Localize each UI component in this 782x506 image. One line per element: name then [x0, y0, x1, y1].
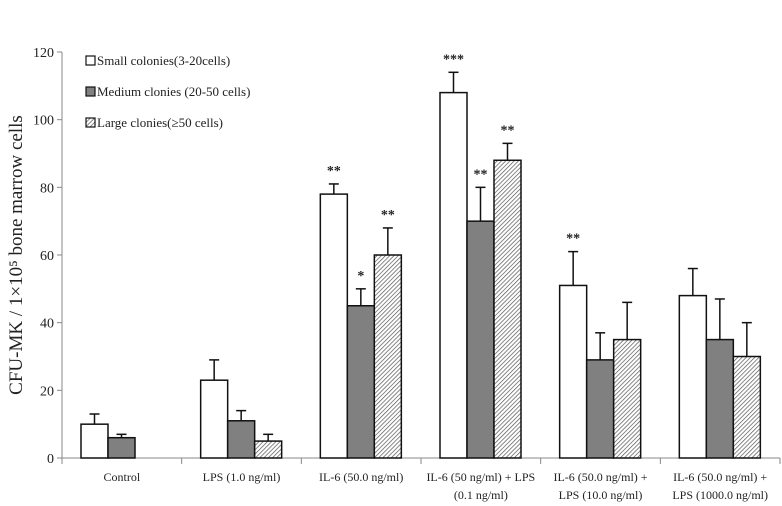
bar [678, 294, 708, 459]
x-tick-label: LPS (1000.0 ng/ml) [672, 488, 768, 502]
significance-marker: *** [443, 52, 464, 67]
x-tick-label: IL-6 (50.0 ng/ml) [319, 470, 403, 484]
bar [493, 159, 522, 459]
bar [346, 305, 376, 459]
significance-marker: ** [474, 167, 488, 182]
bar [705, 338, 735, 459]
legend-swatch [85, 86, 96, 97]
bar [226, 420, 256, 459]
significance-marker: ** [327, 164, 341, 179]
x-tick-label: IL-6 (50 ng/ml) + LPS [426, 470, 535, 484]
bar [199, 379, 229, 459]
significance-marker: ** [381, 208, 395, 223]
significance-marker: ** [566, 232, 580, 247]
bar [107, 436, 136, 459]
legend-label: Small colonies(3-20cells) [97, 53, 230, 68]
y-tick-label: 20 [40, 384, 54, 399]
x-tick-label: IL-6 (50.0 ng/ml) + [553, 470, 647, 484]
x-tick-label: Control [103, 470, 140, 484]
bar [80, 423, 109, 459]
x-tick-label: (0.1 ng/ml) [454, 488, 508, 502]
y-tick-label: 80 [40, 181, 54, 196]
x-tick-label: LPS (1.0 ng/ml) [203, 470, 281, 484]
y-tick-label: 60 [40, 249, 54, 264]
y-tick-label: 120 [33, 46, 54, 61]
y-tick-label: 0 [47, 452, 54, 467]
legend-label: Medium clonies (20-50 cells) [97, 84, 250, 99]
bar [612, 338, 642, 459]
legend-swatch [85, 117, 96, 128]
y-axis-label: CFU-MK / 1×10⁵ bone marrow cells [6, 115, 27, 395]
bar [466, 220, 495, 459]
bar [253, 440, 283, 459]
y-tick-label: 100 [33, 114, 54, 129]
x-tick-label: IL-6 (50.0 ng/ml) + [673, 470, 767, 484]
legend-label: Large clonies(≥50 cells) [97, 115, 223, 130]
bar [585, 359, 615, 459]
bar [373, 254, 403, 459]
significance-marker: ** [501, 123, 515, 138]
bar [558, 284, 588, 459]
bar [319, 193, 349, 459]
legend-swatch [85, 55, 96, 66]
y-tick-label: 40 [40, 317, 54, 332]
bar [439, 91, 468, 459]
significance-marker: * [357, 269, 364, 284]
x-tick-label: LPS (10.0 ng/ml) [559, 488, 643, 502]
bar [732, 355, 762, 459]
